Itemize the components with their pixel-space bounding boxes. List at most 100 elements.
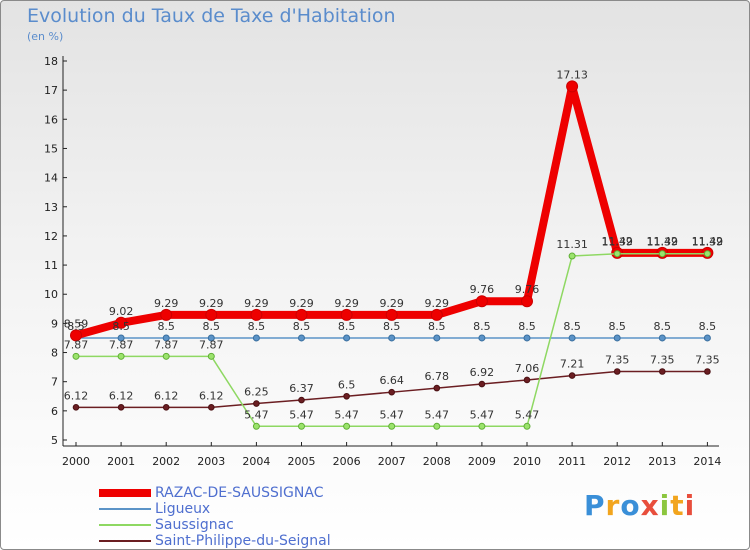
- data-point-saussignac: [433, 422, 441, 430]
- data-point-saussignac: [478, 422, 486, 430]
- data-label-razac: 9.76: [515, 283, 540, 296]
- data-point-saint-philippe: [388, 388, 396, 396]
- data-point-saussignac: [117, 352, 125, 360]
- data-label-razac: 11.42: [601, 235, 633, 248]
- data-point-ligueux: [252, 334, 260, 342]
- data-point-saint-philippe: [704, 368, 711, 375]
- data-label-ligueux: 8.5: [518, 320, 536, 333]
- data-label-saint-philippe: 7.35: [605, 353, 630, 366]
- data-label-razac: 9.02: [109, 305, 134, 318]
- y-tick-label: 12: [44, 230, 58, 243]
- data-point-razac: [340, 308, 353, 321]
- y-tick-label: 15: [44, 142, 58, 155]
- data-label-ligueux: 8.5: [608, 320, 626, 333]
- data-point-razac: [70, 329, 82, 342]
- data-label-razac: 11.42: [647, 235, 679, 248]
- x-tick-label: 2002: [152, 455, 180, 468]
- y-tick-label: 18: [44, 55, 58, 68]
- x-tick-label: 2014: [693, 455, 721, 468]
- data-point-saint-philippe: [343, 392, 350, 400]
- legend-item-razac: RAZAC-DE-SAUSSIGNAC: [99, 485, 331, 501]
- x-tick-label: 2001: [107, 455, 135, 468]
- data-label-saint-philippe: 6.25: [244, 386, 269, 399]
- data-label-saussignac: 5.47: [425, 408, 450, 421]
- legend-label: RAZAC-DE-SAUSSIGNAC: [155, 485, 324, 501]
- data-label-saussignac: 5.47: [379, 408, 404, 421]
- data-point-saint-philippe: [478, 380, 486, 388]
- data-point-ligueux: [523, 334, 531, 342]
- data-point-razac: [250, 308, 263, 321]
- data-label-razac: 9.29: [289, 297, 314, 310]
- data-label-saussignac: 5.47: [289, 408, 314, 421]
- proxiti-logo: Proxiti: [584, 489, 696, 522]
- y-tick-label: 6: [51, 405, 58, 418]
- data-label-ligueux: 8.5: [67, 320, 85, 333]
- data-label-razac: 11.42: [692, 235, 724, 248]
- data-label-saussignac: 7.87: [64, 338, 89, 351]
- data-label-razac: 8.59: [64, 317, 89, 330]
- data-point-saussignac: [252, 422, 260, 430]
- data-label-razac: 17.13: [556, 68, 588, 81]
- legend-swatch: [99, 489, 151, 497]
- y-tick-label: 16: [44, 113, 58, 126]
- data-label-ligueux: 8.5: [248, 320, 266, 333]
- data-point-saint-philippe: [613, 368, 621, 375]
- x-tick-label: 2004: [242, 455, 270, 468]
- data-point-ligueux: [658, 334, 666, 342]
- data-label-razac: 9.29: [244, 297, 269, 310]
- data-label-ligueux: 8.5: [428, 320, 446, 333]
- x-tick-label: 2012: [603, 455, 631, 468]
- data-label-saint-philippe: 7.35: [650, 353, 675, 366]
- data-point-saint-philippe: [298, 396, 305, 404]
- y-tick-label: 5: [51, 434, 58, 447]
- legend-label: Ligueux: [155, 501, 211, 517]
- legend-label: Saint-Philippe-du-Seignal: [155, 533, 331, 549]
- data-point-ligueux: [433, 334, 441, 342]
- data-label-saussignac: 7.87: [199, 338, 224, 351]
- x-tick-label: 2011: [558, 455, 586, 468]
- data-point-saussignac: [523, 422, 531, 430]
- data-point-ligueux: [613, 334, 621, 342]
- data-point-razac: [295, 308, 308, 321]
- data-point-ligueux: [703, 334, 711, 342]
- data-point-saussignac: [343, 422, 351, 430]
- legend: RAZAC-DE-SAUSSIGNAC Ligueux Saussignac Sain…: [99, 485, 331, 549]
- y-tick-label: 7: [51, 376, 58, 389]
- y-tick-label: 9: [51, 317, 58, 330]
- data-point-saint-philippe: [253, 400, 260, 407]
- x-tick-label: 2010: [513, 455, 541, 468]
- data-label-saussignac: 11.39: [647, 236, 679, 249]
- data-label-saussignac: 11.39: [692, 236, 724, 249]
- data-point-saint-philippe: [523, 376, 531, 384]
- data-label-ligueux: 8.5: [473, 320, 491, 333]
- data-point-saint-philippe: [433, 384, 441, 392]
- data-point-saussignac: [703, 250, 711, 258]
- data-point-saint-philippe: [208, 404, 215, 411]
- data-point-saussignac: [298, 422, 305, 430]
- x-tick-label: 2007: [378, 455, 406, 468]
- data-point-razac: [521, 295, 533, 308]
- data-label-saussignac: 5.47: [515, 408, 540, 421]
- data-label-ligueux: 8.5: [338, 320, 356, 333]
- data-point-ligueux: [162, 334, 170, 342]
- data-label-saint-philippe: 6.5: [338, 378, 356, 391]
- legend-swatch: [99, 540, 151, 542]
- y-tick-label: 13: [44, 201, 58, 214]
- data-label-saint-philippe: 7.35: [695, 353, 720, 366]
- data-label-ligueux: 8.5: [383, 320, 401, 333]
- y-tick-label: 17: [44, 84, 58, 97]
- legend-swatch: [99, 508, 151, 510]
- data-label-saussignac: 7.87: [109, 338, 134, 351]
- data-label-razac: 9.29: [199, 297, 224, 310]
- data-label-razac: 9.29: [154, 297, 179, 310]
- x-tick-label: 2006: [333, 455, 361, 468]
- data-point-saussignac: [388, 422, 396, 430]
- data-point-ligueux: [568, 334, 576, 342]
- data-label-saussignac: 5.47: [470, 408, 495, 421]
- x-tick-label: 2013: [648, 455, 676, 468]
- x-tick-label: 2003: [197, 455, 225, 468]
- data-point-saussignac: [568, 252, 576, 260]
- data-label-saint-philippe: 6.12: [64, 389, 89, 402]
- data-point-ligueux: [117, 334, 125, 342]
